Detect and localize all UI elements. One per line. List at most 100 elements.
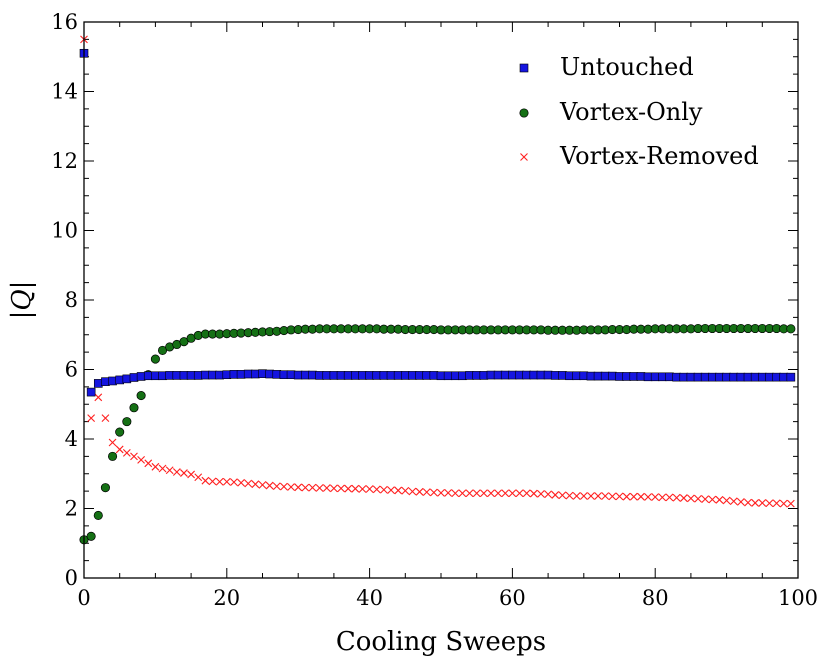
data-point — [437, 488, 445, 497]
data-point — [665, 372, 674, 382]
data-point — [458, 489, 467, 498]
data-point — [608, 371, 617, 381]
data-point — [779, 372, 789, 382]
data-point — [650, 372, 660, 382]
data-point — [272, 482, 281, 491]
data-point — [458, 371, 467, 381]
data-point — [172, 371, 182, 380]
data-point — [336, 371, 346, 380]
data-point — [515, 370, 524, 380]
y-tick-label: 14 — [51, 80, 78, 104]
data-point — [565, 491, 574, 500]
data-point — [637, 492, 645, 501]
data-point — [351, 484, 360, 493]
data-point — [422, 488, 431, 497]
data-point — [344, 484, 353, 493]
data-point — [500, 370, 510, 380]
y-tick-label: 10 — [51, 219, 78, 243]
y-tick-label: 6 — [65, 358, 78, 382]
data-point — [522, 489, 531, 498]
data-point — [629, 492, 638, 501]
data-point — [408, 487, 417, 496]
data-point — [372, 371, 382, 380]
data-point — [237, 478, 245, 487]
data-point — [636, 372, 646, 381]
data-point — [186, 371, 196, 380]
data-point — [193, 371, 203, 380]
data-point — [108, 438, 117, 447]
data-point — [86, 531, 96, 541]
data-point — [365, 485, 374, 493]
y-tick-label: 16 — [51, 10, 78, 34]
data-point — [308, 483, 317, 492]
data-point — [265, 369, 274, 379]
data-point — [351, 371, 360, 380]
data-point — [615, 372, 624, 381]
data-point — [700, 372, 710, 382]
data-point — [679, 494, 688, 502]
data-point — [93, 379, 103, 388]
y-tick-label: 0 — [65, 566, 78, 590]
data-point — [194, 473, 203, 482]
data-point — [643, 372, 653, 382]
data-point — [301, 483, 310, 492]
data-point — [358, 371, 367, 380]
data-point — [487, 489, 495, 498]
data-point — [601, 492, 610, 500]
data-point — [757, 372, 767, 382]
legend: Untouched Vortex-Only Vortex-Removed — [519, 53, 759, 170]
data-point — [508, 370, 517, 380]
data-point — [686, 372, 696, 382]
data-point — [586, 371, 596, 381]
data-point — [494, 489, 503, 498]
data-point — [400, 371, 410, 380]
data-point — [101, 377, 110, 386]
data-point — [687, 494, 695, 503]
data-point — [629, 372, 639, 381]
data-point — [415, 371, 424, 380]
data-point — [322, 484, 331, 492]
legend-marker — [519, 63, 529, 73]
data-point — [786, 499, 795, 508]
x-tick-label: 80 — [642, 586, 669, 610]
data-point — [501, 489, 510, 498]
x-tick-label: 0 — [77, 586, 90, 610]
data-point — [229, 370, 239, 379]
data-point — [294, 483, 303, 492]
data-point — [558, 371, 567, 380]
data-point — [86, 387, 96, 397]
data-point — [658, 493, 667, 502]
data-point — [558, 491, 567, 500]
legend-label-untouched: Untouched — [560, 53, 694, 81]
data-point — [679, 372, 689, 382]
data-point — [593, 371, 603, 381]
data-point — [622, 492, 631, 501]
data-point — [301, 370, 310, 380]
data-point — [722, 496, 731, 505]
data-point — [550, 371, 560, 380]
data-point — [750, 372, 760, 382]
data-point — [701, 495, 710, 504]
data-point — [394, 486, 403, 495]
x-tick-label: 60 — [499, 586, 526, 610]
data-point — [251, 480, 260, 489]
legend-item-untouched: Untouched — [519, 53, 694, 81]
data-point — [287, 483, 295, 491]
data-point — [308, 370, 317, 380]
data-point — [529, 489, 538, 498]
data-point — [136, 372, 146, 381]
data-point — [615, 492, 624, 501]
data-point — [551, 491, 560, 499]
data-point — [143, 371, 153, 381]
data-point — [515, 489, 524, 498]
data-point — [315, 371, 324, 380]
x-tick-label: 100 — [778, 586, 818, 610]
data-point — [436, 371, 446, 381]
data-point — [122, 449, 131, 457]
data-point — [493, 370, 503, 380]
data-point — [693, 372, 703, 382]
data-point — [472, 489, 481, 498]
data-point — [258, 480, 267, 489]
data-point — [543, 370, 553, 380]
data-point — [379, 485, 388, 494]
